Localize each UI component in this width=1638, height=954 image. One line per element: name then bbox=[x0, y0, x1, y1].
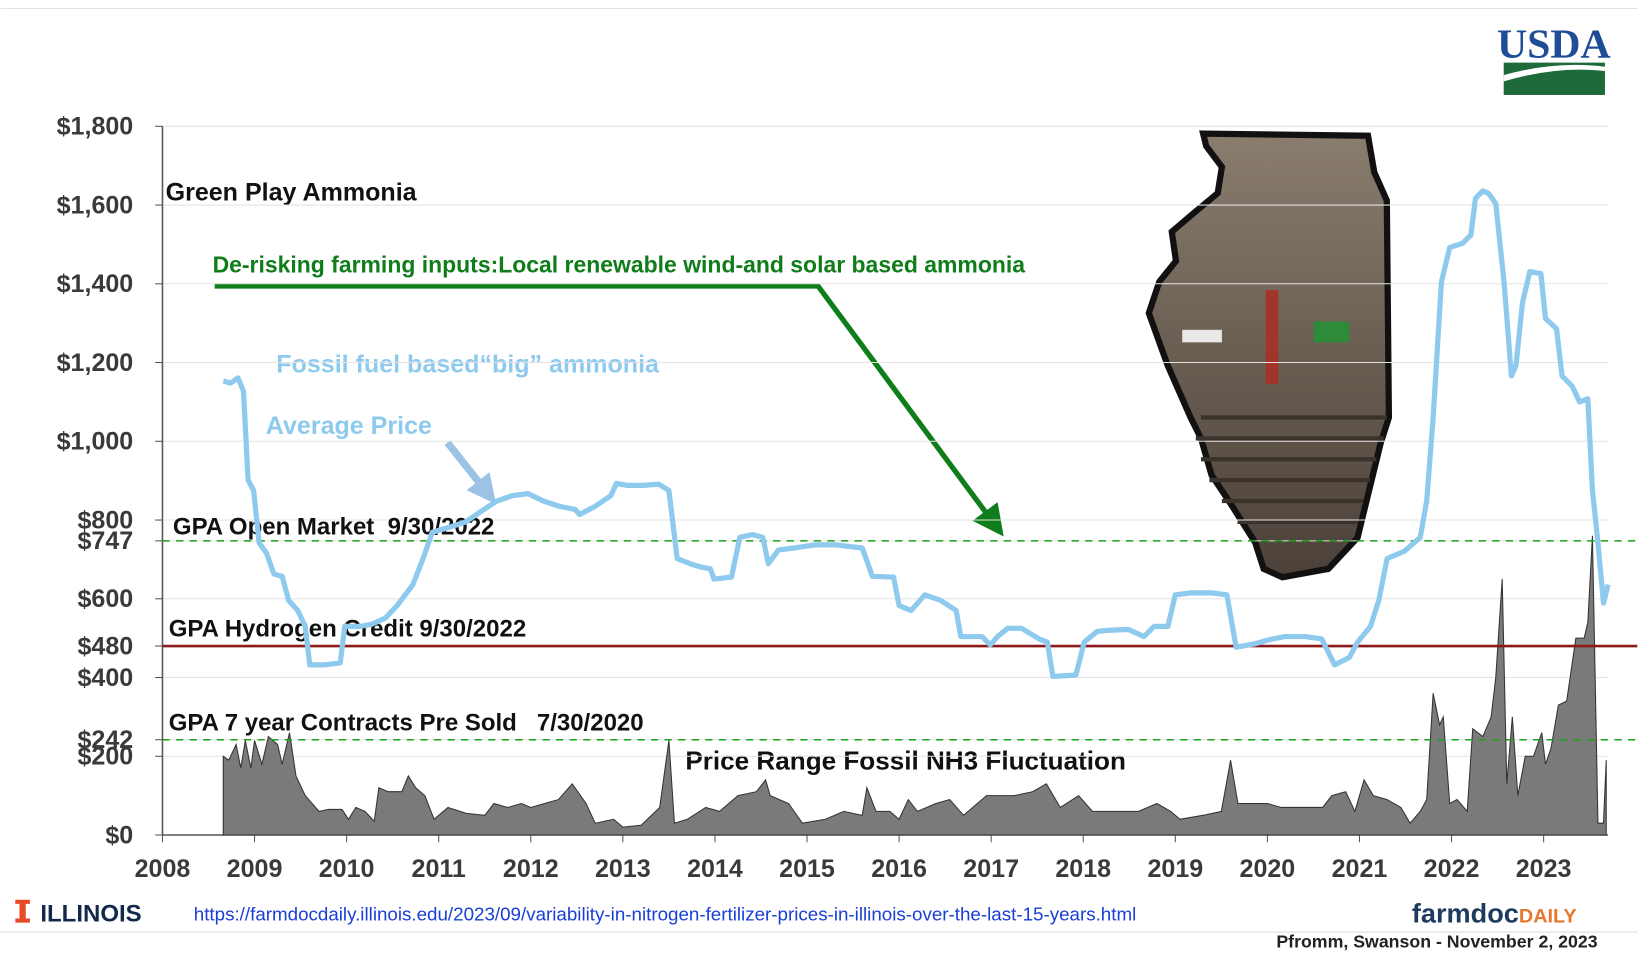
tractor bbox=[1314, 321, 1349, 342]
x-tick-label: 2010 bbox=[319, 855, 375, 883]
brand: farmdocDAILY bbox=[1412, 898, 1577, 929]
series-label: Average Price bbox=[266, 412, 432, 440]
area bbox=[223, 536, 1606, 835]
y-tick-label: $480 bbox=[78, 632, 134, 660]
brand-suffix: DAILY bbox=[1519, 906, 1577, 928]
x-tick-label: 2014 bbox=[687, 855, 743, 883]
x-tick-label: 2018 bbox=[1055, 855, 1111, 883]
y-tick-label: $0 bbox=[105, 821, 133, 849]
y-tick-label: $400 bbox=[78, 664, 134, 692]
y-tick-label: $1,000 bbox=[57, 428, 134, 456]
y-tick-label: $242 bbox=[78, 726, 134, 754]
usda-logo: USDA bbox=[1497, 21, 1611, 95]
x-tick-label: 2015 bbox=[779, 855, 835, 883]
x-tick-label: 2008 bbox=[135, 855, 191, 883]
x-tick-label: 2017 bbox=[963, 855, 1019, 883]
x-tick-label: 2016 bbox=[871, 855, 927, 883]
reference-label: GPA Hydrogen Credit 9/30/2022 bbox=[169, 616, 526, 643]
brand-main: farmdoc bbox=[1412, 898, 1519, 929]
implement bbox=[1266, 290, 1279, 384]
institution: ILLINOIS bbox=[40, 901, 141, 928]
x-tick-label: 2019 bbox=[1147, 855, 1203, 883]
y-tick-label: $600 bbox=[78, 585, 134, 613]
reference-label: GPA 7 year Contracts Pre Sold 7/30/2020 bbox=[169, 709, 644, 736]
x-tick-label: 2023 bbox=[1516, 855, 1572, 883]
credit: Pfromm, Swanson - November 2, 2023 bbox=[1276, 932, 1597, 952]
x-tick-label: 2022 bbox=[1424, 855, 1480, 883]
x-tick-label: 2020 bbox=[1240, 855, 1296, 883]
logo-text: USDA bbox=[1497, 21, 1611, 67]
chart: USDA Green Play Ammonia De-risking farmi… bbox=[0, 0, 1638, 954]
x-tick-label: 2021 bbox=[1332, 855, 1388, 883]
tank bbox=[1182, 330, 1222, 343]
x-tick-label: 2013 bbox=[595, 855, 651, 883]
annotation: De-risking farming inputs:Local renewabl… bbox=[213, 251, 1026, 277]
x-tick-label: 2012 bbox=[503, 855, 559, 883]
x-tick-label: 2009 bbox=[227, 855, 283, 883]
y-tick-label: $1,200 bbox=[57, 349, 134, 377]
page: {"header": {"logo": "USDA"}, "footer": {… bbox=[0, 0, 1638, 954]
annotation: Green Play Ammonia bbox=[166, 178, 418, 206]
illinois-photo bbox=[1149, 134, 1389, 578]
derisk-arrow bbox=[215, 286, 995, 524]
y-tick-label: $1,800 bbox=[57, 113, 134, 141]
x-tick-label: 2011 bbox=[412, 855, 466, 883]
y-tick-label: $1,400 bbox=[57, 270, 134, 298]
avg-arrow bbox=[447, 443, 487, 493]
illinois-mark bbox=[15, 900, 30, 923]
source-url[interactable]: https://farmdocdaily.illinois.edu/2023/0… bbox=[194, 904, 1136, 925]
illinois-logo: ILLINOIS bbox=[15, 900, 141, 928]
annotation: Fossil fuel based“big” ammonia bbox=[276, 351, 660, 379]
y-tick-label: $1,600 bbox=[57, 191, 134, 219]
y-tick-label: $800 bbox=[78, 506, 134, 534]
series-label: Price Range Fossil NH3 Fluctuation bbox=[685, 745, 1126, 775]
